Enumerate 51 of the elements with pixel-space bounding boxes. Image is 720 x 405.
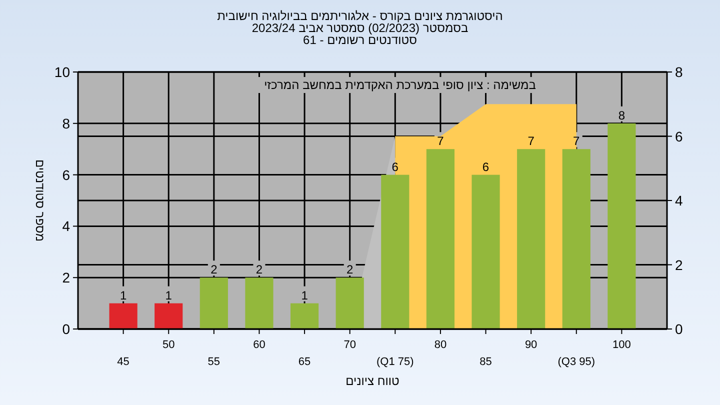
- bar: [517, 149, 546, 329]
- data-label: 2: [210, 262, 218, 277]
- data-label: 2: [256, 262, 263, 277]
- bar: [608, 123, 636, 329]
- x-tick-label: (Q3 95): [558, 356, 596, 368]
- x-tick-label: 50: [162, 339, 175, 351]
- annotation: במשימה : ציון סופי במערכת האקדמית במחשב המרכזי: [264, 78, 536, 92]
- x-tick-label: 100: [612, 339, 631, 351]
- bar: [200, 278, 228, 329]
- data-label: 1: [165, 288, 172, 302]
- y-tick-label: 10: [54, 64, 70, 80]
- x-tick-label: 45: [117, 356, 130, 368]
- chart-title: היסטוגרמת ציונים בקורס - אלגוריתמים בביולוגיה חישובית: [217, 9, 503, 23]
- bar: [154, 303, 183, 329]
- bar: [562, 149, 590, 329]
- bar: [290, 303, 319, 329]
- data-label: 8: [618, 108, 626, 122]
- chart-subtitle: בסמסטר (02/2023) סמסטר אביב 2023/24 סטודנטים רשומים - 61: [252, 21, 468, 47]
- x-tick-label: 55: [208, 356, 220, 368]
- y2-tick-label: 2: [675, 256, 683, 273]
- data-label: 6: [482, 160, 490, 174]
- x-tick-label: 90: [524, 339, 538, 351]
- x-tick-label: 85: [480, 356, 492, 368]
- data-label: 7: [573, 134, 580, 148]
- data-label: 7: [528, 134, 535, 148]
- y-tick-label: 6: [62, 166, 70, 183]
- data-label: 2: [346, 262, 354, 277]
- bar: [245, 278, 274, 329]
- data-label: 1: [301, 288, 308, 302]
- y-tick-label: 0: [62, 321, 70, 337]
- x-axis-title: טווח ציונים: [346, 374, 400, 388]
- y-tick-label: 8: [62, 115, 70, 132]
- x-tick-label: 60: [253, 339, 266, 351]
- bar: [336, 278, 364, 329]
- data-label: 1: [120, 288, 127, 302]
- data-label: 6: [392, 160, 399, 174]
- y2-tick-label: 6: [675, 128, 683, 144]
- y2-tick-label: 8: [675, 64, 683, 80]
- x-tick-label: 70: [344, 339, 356, 351]
- y-axis-title: מספר סטודנטים: [33, 159, 47, 242]
- x-tick-label: 80: [434, 339, 447, 351]
- x-tick-label: (Q1 75): [376, 356, 414, 368]
- y-tick-label: 4: [62, 218, 70, 234]
- bar: [472, 174, 500, 329]
- y-tick-label: 2: [62, 270, 70, 286]
- y2-tick-label: 0: [675, 321, 683, 337]
- y2-tick-label: 4: [675, 192, 683, 208]
- bar: [426, 149, 455, 329]
- x-tick-label: 65: [298, 356, 311, 368]
- bar: [109, 303, 138, 329]
- data-label: 7: [437, 134, 444, 148]
